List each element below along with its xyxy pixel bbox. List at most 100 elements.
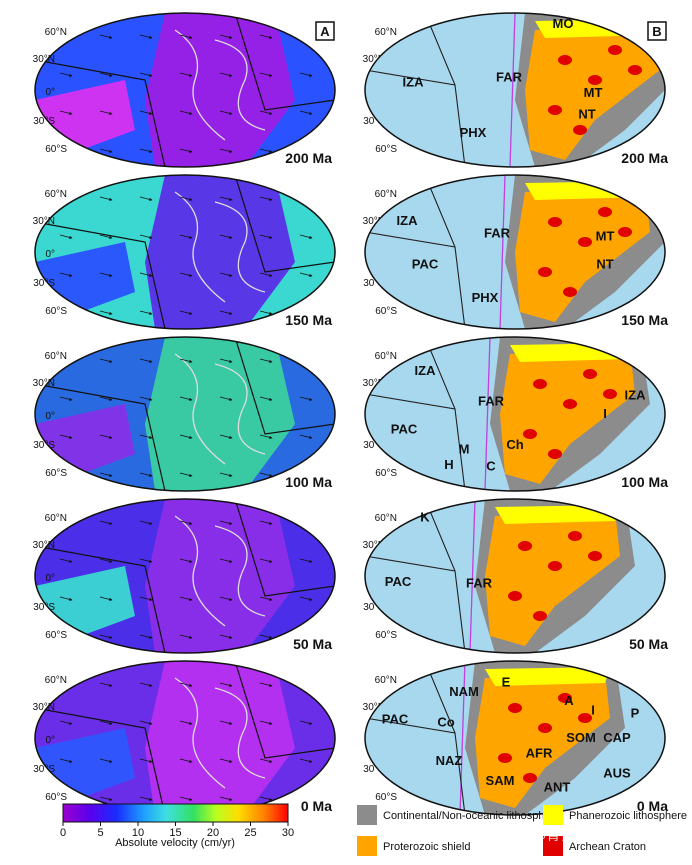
latitude-label: 30°N	[33, 540, 55, 551]
latitude-label: 30°S	[363, 764, 385, 775]
colorbar-tick: 20	[207, 827, 219, 839]
plate-label: PHX	[460, 125, 487, 140]
latitude-label: 30°S	[33, 278, 55, 289]
latitude-label: 60°S	[375, 630, 397, 641]
velocity-map	[34, 174, 336, 330]
lithosphere-map: K PAC FAR	[364, 498, 666, 654]
age-label: 50 Ma	[629, 636, 668, 652]
latitude-label: 60°N	[45, 675, 67, 686]
colorbar-tick: 0	[60, 827, 66, 839]
legend-label: Continental/Non-oceanic lithosphere	[383, 810, 560, 822]
velocity-map	[34, 498, 336, 654]
plate-label: C	[486, 458, 496, 473]
legend-label: Archean Craton	[569, 841, 646, 853]
plate-label: IZA	[415, 363, 437, 378]
latitude-label: 60°S	[375, 306, 397, 317]
latitude-label: 60°S	[45, 306, 67, 317]
plate-label: H	[444, 457, 453, 472]
svg-text:B: B	[652, 24, 661, 39]
latitude-label: 0°	[45, 411, 55, 422]
latitude-label: 30°S	[33, 440, 55, 451]
velocity-map	[34, 336, 336, 492]
time-slice-row: 60°N60°N30°N30°N0°0°30°S30°S60°S60°S50 M…	[33, 498, 668, 654]
plate-label: Ch	[506, 437, 523, 452]
age-label: 100 Ma	[285, 474, 332, 490]
latitude-label: 60°N	[375, 27, 397, 38]
legend-swatch	[543, 805, 563, 825]
plate-label: FAR	[484, 226, 511, 241]
colorbar-tick: 10	[132, 827, 144, 839]
latitude-label: 0°	[45, 249, 55, 260]
plate-label: I	[603, 406, 607, 421]
latitude-label: 60°S	[45, 630, 67, 641]
plate-label: ANT	[544, 779, 571, 794]
legend-swatch	[543, 836, 563, 856]
colorbar-label: Absolute velocity (cm/yr)	[115, 837, 235, 849]
latitude-label: 60°N	[375, 189, 397, 200]
latitude-label: 30°S	[363, 440, 385, 451]
age-label: 150 Ma	[621, 312, 668, 328]
plate-label: PAC	[382, 712, 409, 727]
colorbar-tick: 25	[244, 827, 256, 839]
plate-label: E	[502, 675, 511, 690]
panel-label-a: A	[315, 21, 335, 41]
plate-label: MT	[584, 85, 603, 100]
plate-label: SAM	[486, 773, 515, 788]
latitude-label: 30°N	[33, 216, 55, 227]
legend-item: Archean Craton	[543, 836, 646, 856]
latitude-label: 30°S	[363, 278, 385, 289]
latitude-label: 30°N	[33, 54, 55, 65]
plate-label: NT	[596, 256, 613, 271]
latitude-label: 30°S	[33, 602, 55, 613]
legend-item: Continental/Non-oceanic lithosphere	[357, 805, 560, 825]
plate-label: IZA	[397, 213, 419, 228]
latitude-label: 0°	[45, 735, 55, 746]
plate-label: SOM	[566, 730, 596, 745]
latitude-label: 30°S	[33, 116, 55, 127]
latitude-label: 60°N	[375, 351, 397, 362]
age-label: 200 Ma	[285, 150, 332, 166]
legend-swatch	[357, 836, 377, 856]
latitude-label: 60°N	[45, 351, 67, 362]
latitude-label: 60°N	[375, 513, 397, 524]
legend-label: Phanerozoic lithosphere	[569, 810, 687, 822]
panel-label-b: B	[647, 21, 667, 41]
plate-label: M	[459, 441, 470, 456]
latitude-label: 30°N	[33, 702, 55, 713]
plate-label: Co	[437, 715, 454, 730]
latitude-label: 60°N	[45, 27, 67, 38]
velocity-map	[34, 660, 336, 816]
plate-label: NT	[578, 107, 595, 122]
latitude-label: 30°N	[363, 378, 385, 389]
time-slice-row: 60°N60°N30°N30°N0°0°30°S30°S60°S60°S150 …	[33, 174, 668, 330]
plate-label: MO	[553, 16, 574, 31]
plate-label: IZA	[403, 74, 425, 89]
latitude-label: 0°	[45, 87, 55, 98]
latitude-label: 60°S	[45, 792, 67, 803]
latitude-label: 60°S	[375, 144, 397, 155]
latitude-label: 30°S	[363, 116, 385, 127]
lithosphere-map: IZA FAR PAC Ch MH C I IZA	[364, 336, 666, 492]
colorbar-tick: 15	[169, 827, 181, 839]
age-label: 150 Ma	[285, 312, 332, 328]
latitude-label: 30°N	[363, 540, 385, 551]
plate-label: PAC	[412, 256, 439, 271]
latitude-label: 30°S	[33, 764, 55, 775]
plate-label: PHX	[472, 290, 499, 305]
plate-label: FAR	[466, 576, 493, 591]
lithosphere-legend: Continental/Non-oceanic lithosphere Phane…	[357, 805, 687, 856]
age-label: 0 Ma	[301, 798, 332, 814]
legend-item: Phanerozoic lithosphere	[543, 805, 687, 825]
latitude-label: 60°S	[375, 792, 397, 803]
plate-label: IZA	[625, 388, 647, 403]
latitude-label: 60°N	[45, 189, 67, 200]
plate-label: NAM	[449, 684, 479, 699]
latitude-label: 60°S	[45, 144, 67, 155]
time-slice-row: 60°N60°N30°N30°N0°0°30°S30°S60°S60°S0 Ma…	[33, 660, 668, 816]
colorbar-tick: 30	[282, 827, 294, 839]
latitude-label: 30°N	[363, 702, 385, 713]
latitude-label: 60°S	[45, 468, 67, 479]
velocity-colorbar: 0 5 10 15 20 25 30 Absolute velocity (cm/yr)	[60, 803, 294, 849]
